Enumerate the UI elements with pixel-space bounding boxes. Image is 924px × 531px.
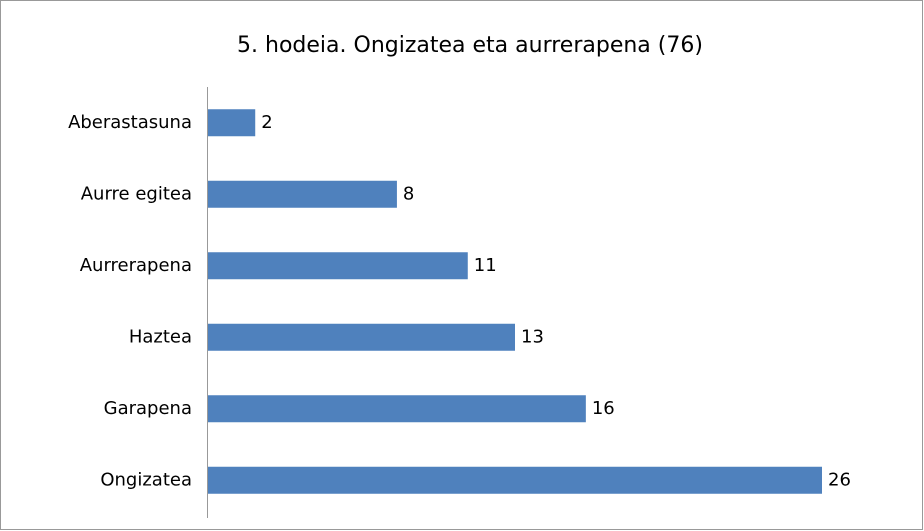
y-tick-label: Aurrerapena xyxy=(80,255,192,276)
bar xyxy=(208,109,256,137)
data-label: 26 xyxy=(828,469,851,490)
data-label: 16 xyxy=(592,398,615,419)
bar xyxy=(208,395,586,423)
data-label: 8 xyxy=(403,183,414,204)
y-tick-label: Ongizatea xyxy=(100,469,192,490)
y-tick-label: Aurre egitea xyxy=(81,183,192,204)
data-label: 11 xyxy=(474,255,497,276)
y-tick-label: Aberastasuna xyxy=(68,112,192,133)
data-label: 2 xyxy=(261,112,272,133)
bar xyxy=(208,252,468,280)
data-label: 13 xyxy=(521,326,544,347)
y-tick-label: Haztea xyxy=(129,326,192,347)
bar xyxy=(208,466,822,494)
y-tick-label: Garapena xyxy=(104,398,192,419)
bar xyxy=(208,180,397,208)
chart-title: 5. hodeia. Ongizatea eta aurrerapena (76… xyxy=(237,33,703,58)
bar xyxy=(208,323,515,351)
